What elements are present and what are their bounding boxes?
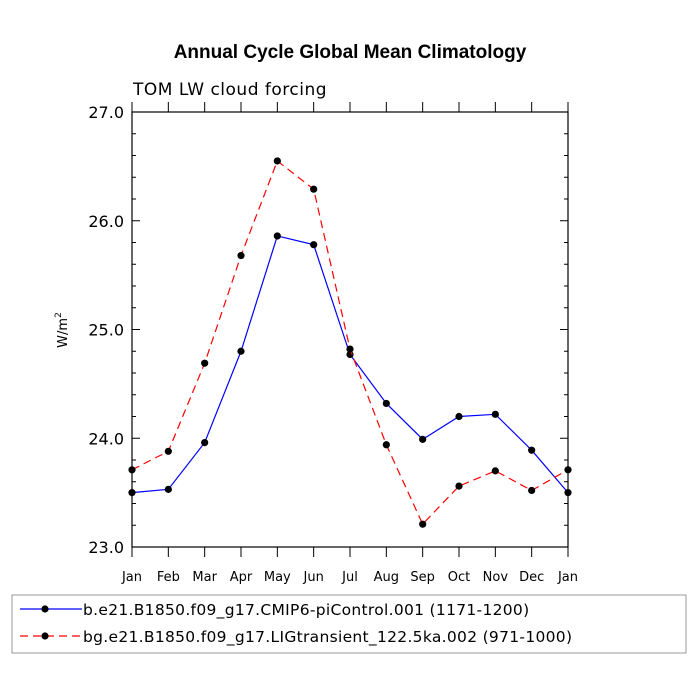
series-line-2 [131,159,569,526]
x-tick-label: Aug [374,570,399,585]
series-2-point [164,447,172,455]
legend-label-1: b.e21.B1850.f09_g17.CMIP6-piControl.001 … [83,601,529,620]
x-tick-label: Jun [303,570,324,585]
series-2-point [273,157,281,165]
x-tick-label: Feb [157,570,180,585]
series-2-point [346,345,354,353]
x-tick-label: Mar [192,570,217,585]
series-2-point [564,466,572,474]
series-1-point [491,410,499,418]
series-1-point [164,485,172,493]
series-1-point [455,412,463,421]
series-2-point [201,359,209,367]
series-1-point [564,489,572,497]
series-2-point [455,482,463,490]
series-2-point [491,467,499,475]
series-2-point [237,251,245,260]
y-axis-label-superscript: 2 [54,312,64,318]
x-tick-label: Jul [341,570,358,585]
series-2-point [128,466,136,474]
legend-marker-2 [41,632,49,640]
y-tick-label: 26.0 [88,212,124,231]
series-1-point [273,232,281,240]
chart-title: Annual Cycle Global Mean Climatology [174,42,527,63]
y-tick-label: 25.0 [88,321,124,340]
series-1-point [201,439,209,447]
series-1-point [237,347,245,355]
series-layer [128,157,572,528]
x-tick-label: Dec [519,570,544,585]
y-tick-label: 27.0 [88,103,124,122]
legend-label-2: bg.e21.B1850.f09_g17.LIGtransient_122.5k… [83,628,572,647]
x-tick-label: Jan [121,570,142,585]
legend: b.e21.B1850.f09_g17.CMIP6-piControl.001 … [11,594,687,654]
x-tick-label: Oct [448,570,470,585]
y-axis-label: W/m2 [54,312,71,348]
x-tick-label: Sep [410,570,435,585]
series-1-point [128,489,136,497]
series-line-1 [131,235,569,494]
series-2-point [528,486,536,495]
chart-subtitle: TOM LW cloud forcing [132,80,327,100]
x-tick-label: Apr [230,570,253,585]
series-2-point [310,185,318,193]
legend-marker-1 [41,605,49,613]
plot-frame [131,111,569,548]
x-tick-label: May [264,570,291,585]
x-tick-label: Nov [483,570,509,585]
series-2-point [382,441,390,449]
y-tick-label: 23.0 [88,538,124,557]
plot-area: 23.0 24.0 25.0 26.0 27.0 Jan Feb Mar Apr May Jun Ju… [88,102,578,585]
y-tick-label: 24.0 [88,429,124,448]
series-1-point [528,446,536,454]
series-1-point [310,241,318,249]
series-2-point [419,520,427,528]
legend-box [11,594,687,654]
y-axis-label-text: W/m [56,318,71,348]
series-1-point [382,399,390,408]
series-1-point [419,435,427,443]
x-tick-label: Jan [557,570,578,585]
